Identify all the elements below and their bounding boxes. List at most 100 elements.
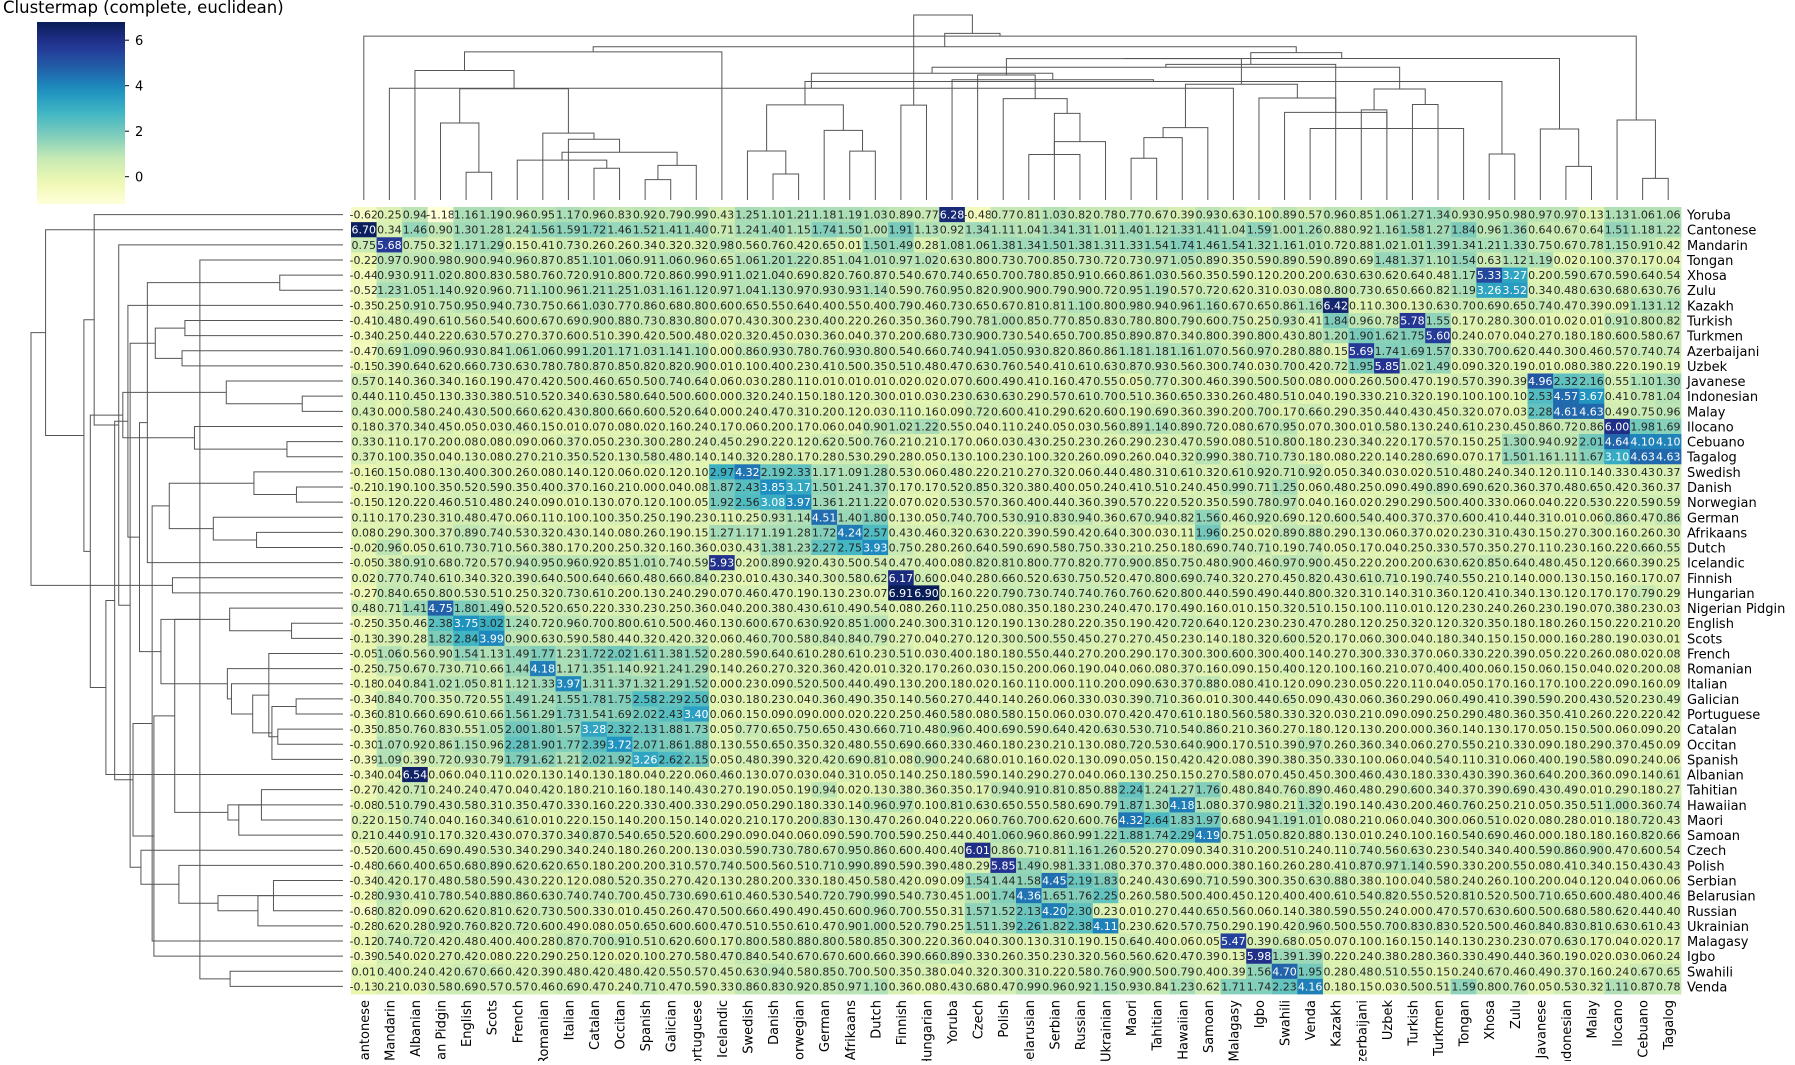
cell-value-label: -0.35	[350, 723, 378, 736]
cell-value-label: 0.74	[403, 572, 428, 585]
cell-value-label: 0.36	[1375, 693, 1400, 706]
cell-value-label: 0.08	[1221, 678, 1246, 691]
cell-value-label: 0.63	[1426, 557, 1451, 570]
cell-value-label: 0.96	[556, 557, 581, 570]
cell-value-label: 1.09	[377, 753, 402, 766]
dendrogram-link	[296, 699, 343, 714]
cell-value-label: 0.61	[1068, 360, 1093, 373]
cell-value-label: 0.60	[991, 405, 1016, 418]
cell-value-label: 0.28	[710, 647, 735, 660]
cell-value-label: 3.17	[786, 481, 811, 494]
cell-value-label: 1.14	[1144, 420, 1169, 433]
cell-value-label: 0.87	[1144, 330, 1169, 343]
cell-value-label: 0.48	[352, 602, 377, 615]
cell-value-label: 0.47	[1554, 299, 1579, 312]
cell-value-label: -0.28	[350, 890, 378, 903]
cell-value-label: 0.59	[889, 284, 914, 297]
cell-value-label: 0.07	[889, 496, 914, 509]
cell-value-label: 0.69	[1426, 451, 1451, 464]
cell-value-label: 0.06	[812, 420, 837, 433]
cell-value-label: 0.57	[1451, 375, 1476, 388]
cell-value-label: 0.17	[1349, 542, 1374, 555]
cell-value-label: 1.69	[1400, 345, 1425, 358]
cell-value-label: 0.73	[479, 360, 504, 373]
cell-value-label: 0.48	[428, 874, 453, 887]
cell-value-label: 0.25	[1144, 542, 1169, 555]
cell-value-label: 0.18	[1554, 738, 1579, 751]
cell-value-label: 0.27	[1656, 784, 1681, 797]
cell-value-label: 1.28	[863, 466, 888, 479]
cell-value-label: 6.01	[965, 844, 990, 857]
cell-value-label: 0.61	[812, 602, 837, 615]
cell-value-label: 0.48	[1196, 557, 1221, 570]
cell-value-label: 0.37	[1528, 481, 1553, 494]
cell-value-label: 0.90	[1196, 738, 1221, 751]
cell-value-label: 0.86	[1068, 345, 1093, 358]
colorbar-gradient	[37, 22, 125, 204]
cell-value-label: 0.96	[1017, 829, 1042, 842]
cell-value-label: 2.64	[1144, 814, 1169, 827]
cell-value-label: 0.32	[658, 239, 683, 252]
cell-value-label: 0.63	[1298, 874, 1323, 887]
cell-value-label: 0.37	[1119, 859, 1144, 872]
cell-value-label: 0.98	[1503, 209, 1528, 222]
cell-value-label: 0.26	[505, 466, 530, 479]
cell-value-label: 0.13	[607, 451, 632, 464]
cell-value-label: 0.27	[1528, 330, 1553, 343]
cell-value-label: 0.16	[1349, 663, 1374, 676]
cell-value-label: 0.10	[1503, 874, 1528, 887]
cell-value-label: 1.52	[633, 224, 658, 237]
cell-value-label: 0.56	[1221, 905, 1246, 918]
cell-value-label: 0.50	[658, 330, 683, 343]
cell-value-label: 0.45	[1298, 769, 1323, 782]
cell-value-label: 2.62	[658, 753, 683, 766]
cell-value-label: 0.31	[838, 769, 863, 782]
cell-value-label: 0.39	[914, 859, 939, 872]
cell-value-label: 0.51	[1426, 466, 1451, 479]
cell-value-label: 0.71	[479, 542, 504, 555]
cell-value-label: 0.32	[1042, 451, 1067, 464]
cell-value-label: 0.25	[1042, 436, 1067, 449]
cell-value-label: 0.33	[1375, 647, 1400, 660]
cell-value-label: 0.40	[812, 315, 837, 328]
cell-value-label: 0.15	[1579, 572, 1604, 585]
cell-value-label: 0.05	[1451, 678, 1476, 691]
cell-value-label: 0.47	[1119, 572, 1144, 585]
cell-value-label: 0.61	[1656, 769, 1681, 782]
cell-value-label: 0.61	[454, 708, 479, 721]
cell-value-label: 0.70	[1017, 814, 1042, 827]
cell-value-label: 0.92	[1298, 466, 1323, 479]
cell-value-label: 0.71	[710, 224, 735, 237]
dendrogram-link	[415, 70, 514, 200]
cell-value-label: 0.51	[454, 496, 479, 509]
cell-value-label: 0.28	[1579, 632, 1604, 645]
cell-value-label: 0.23	[786, 315, 811, 328]
cell-value-label: 1.51	[1605, 224, 1630, 237]
cell-value-label: 0.64	[1579, 224, 1604, 237]
cell-value-label: 0.67	[991, 299, 1016, 312]
cell-value-label: 1.08	[1196, 799, 1221, 812]
cell-value-label: 0.33	[1605, 466, 1630, 479]
cell-value-label: 0.50	[838, 360, 863, 373]
cell-value-label: 0.17	[403, 436, 428, 449]
cell-value-label: 0.78	[556, 360, 581, 373]
cell-value-label: 0.66	[479, 708, 504, 721]
cell-value-label: 1.06	[735, 254, 760, 267]
cell-value-label: 0.53	[1119, 723, 1144, 736]
cell-value-label: 0.26	[582, 239, 607, 252]
cell-value-label: 0.76	[403, 723, 428, 736]
cell-value-label: 0.29	[1323, 405, 1348, 418]
cell-value-label: 0.35	[377, 617, 402, 630]
cell-value-label: 1.20	[1323, 330, 1348, 343]
cell-value-label: 0.69	[1196, 542, 1221, 555]
cell-value-label: 0.12	[1579, 557, 1604, 570]
cell-value-label: 0.88	[1298, 829, 1323, 842]
cell-value-label: 4.18	[531, 663, 556, 676]
cell-value-label: 0.48	[1349, 784, 1374, 797]
cell-value-label: 0.02	[965, 678, 990, 691]
cell-value-label: 0.26	[914, 602, 939, 615]
cell-value-label: 1.15	[786, 224, 811, 237]
cell-value-label: 0.65	[1503, 299, 1528, 312]
cell-value-label: 0.91	[403, 299, 428, 312]
cell-value-label: 0.45	[761, 330, 786, 343]
